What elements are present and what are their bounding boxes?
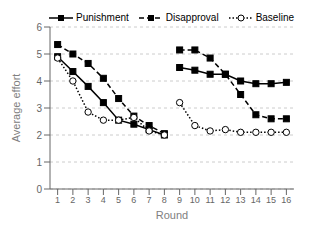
- svg-text:4: 4: [101, 195, 106, 205]
- svg-text:Round: Round: [156, 209, 188, 221]
- html-text:Baseline: Baseline: [255, 12, 294, 23]
- svg-text:1: 1: [36, 157, 42, 168]
- svg-text:13: 13: [236, 195, 246, 205]
- svg-text:10: 10: [190, 195, 200, 205]
- svg-text:2: 2: [70, 195, 75, 205]
- svg-text:0: 0: [36, 184, 42, 195]
- svg-text:11: 11: [205, 195, 214, 205]
- svg-text:5: 5: [116, 195, 121, 205]
- svg-text:6: 6: [131, 195, 136, 205]
- svg-text:3: 3: [86, 195, 91, 205]
- svg-text:16: 16: [281, 195, 291, 205]
- svg-text:3: 3: [36, 103, 42, 114]
- svg-text:12: 12: [220, 195, 230, 205]
- html-text:Disapproval: Disapproval: [165, 12, 219, 23]
- svg-text:8: 8: [162, 195, 167, 205]
- svg-text:9: 9: [177, 195, 182, 205]
- svg-text:Average effort: Average effort: [10, 74, 22, 143]
- svg-text:1: 1: [55, 195, 60, 205]
- svg-text:14: 14: [251, 195, 261, 205]
- svg-text:4: 4: [36, 76, 42, 87]
- svg-text:5: 5: [36, 49, 42, 60]
- svg-text:6: 6: [36, 22, 42, 33]
- svg-text:2: 2: [36, 130, 42, 141]
- html-text:Punishment: Punishment: [76, 12, 129, 23]
- svg-text:15: 15: [266, 195, 276, 205]
- svg-text:7: 7: [147, 195, 152, 205]
